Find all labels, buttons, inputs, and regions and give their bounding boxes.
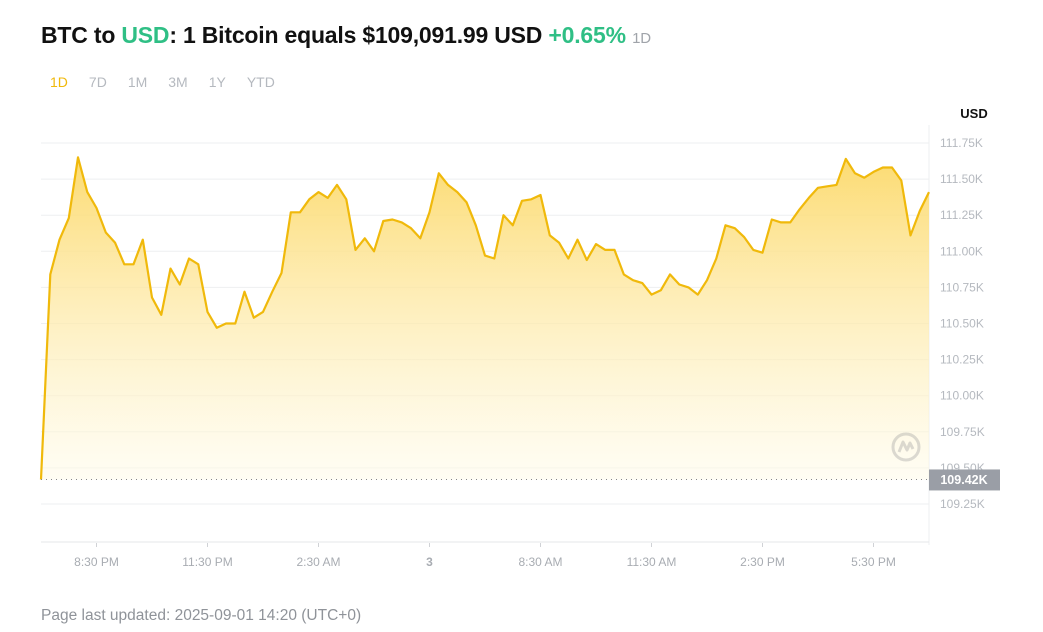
base-currency: BTC xyxy=(41,22,88,48)
y-tick-label: 110.00K xyxy=(940,389,984,403)
range-tabs: 1D 7D 1M 3M 1Y YTD xyxy=(50,74,296,90)
range-tab-3m[interactable]: 3M xyxy=(168,74,188,90)
last-updated: Page last updated: 2025-09-01 14:20 (UTC… xyxy=(41,607,362,624)
price-area xyxy=(41,157,929,480)
y-tick-label: 109.75K xyxy=(940,425,985,439)
title-to: to xyxy=(87,22,122,48)
x-tick-label: 2:30 AM xyxy=(296,555,340,569)
x-tick-label: 2:30 PM xyxy=(740,555,785,569)
change-period: 1D xyxy=(632,30,651,47)
x-tick-label: 3 xyxy=(426,555,433,569)
price-change: +0.65% xyxy=(548,22,626,48)
y-tick-label: 110.25K xyxy=(940,353,984,367)
price-sentence: : 1 Bitcoin equals $109,091.99 USD xyxy=(169,22,549,48)
range-tab-1d[interactable]: 1D xyxy=(50,74,68,90)
y-tick-label: 111.50K xyxy=(940,172,983,186)
y-tick-label: 111.25K xyxy=(940,208,983,222)
range-tab-7d[interactable]: 7D xyxy=(88,74,107,90)
range-tab-1y[interactable]: 1Y xyxy=(208,74,226,90)
price-line xyxy=(39,156,930,480)
range-tab-1m[interactable]: 1M xyxy=(127,74,148,90)
currency-axis-label: USD xyxy=(960,106,987,121)
x-tick-label: 11:30 PM xyxy=(182,555,232,569)
watermark-logo-icon xyxy=(891,432,921,462)
y-tick-label: 110.75K xyxy=(940,280,984,294)
current-price-badge: 109.42K xyxy=(929,469,1000,491)
x-tick-label: 11:30 AM xyxy=(627,555,677,569)
x-tick-label: 8:30 PM xyxy=(74,555,119,569)
x-tick-label: 5:30 PM xyxy=(851,555,896,569)
y-tick-label: 110.50K xyxy=(940,317,984,331)
y-tick-label: 111.75K xyxy=(940,136,983,150)
y-tick-label: 109.25K xyxy=(940,497,985,511)
quote-currency-link[interactable]: USD xyxy=(121,22,170,48)
x-tick-label: 8:30 AM xyxy=(518,555,562,569)
y-tick-label: 111.00K xyxy=(940,244,983,258)
current-price-label: 109.42K xyxy=(940,473,987,487)
range-tab-ytd[interactable]: YTD xyxy=(246,74,275,90)
page-title: BTC to USD: 1 Bitcoin equals $109,091.99… xyxy=(41,22,651,49)
